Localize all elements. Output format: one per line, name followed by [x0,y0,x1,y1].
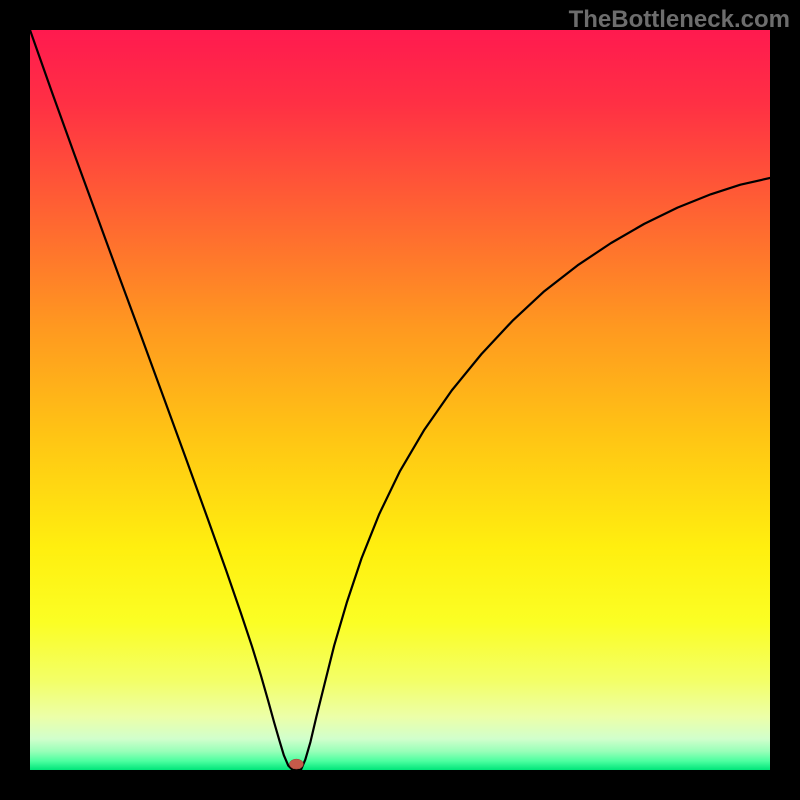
optimal-point-marker [289,759,303,769]
chart-frame: TheBottleneck.com [0,0,800,800]
plot-area [30,30,770,770]
chart-background-gradient [30,30,770,770]
bottleneck-curve-chart [30,30,770,770]
